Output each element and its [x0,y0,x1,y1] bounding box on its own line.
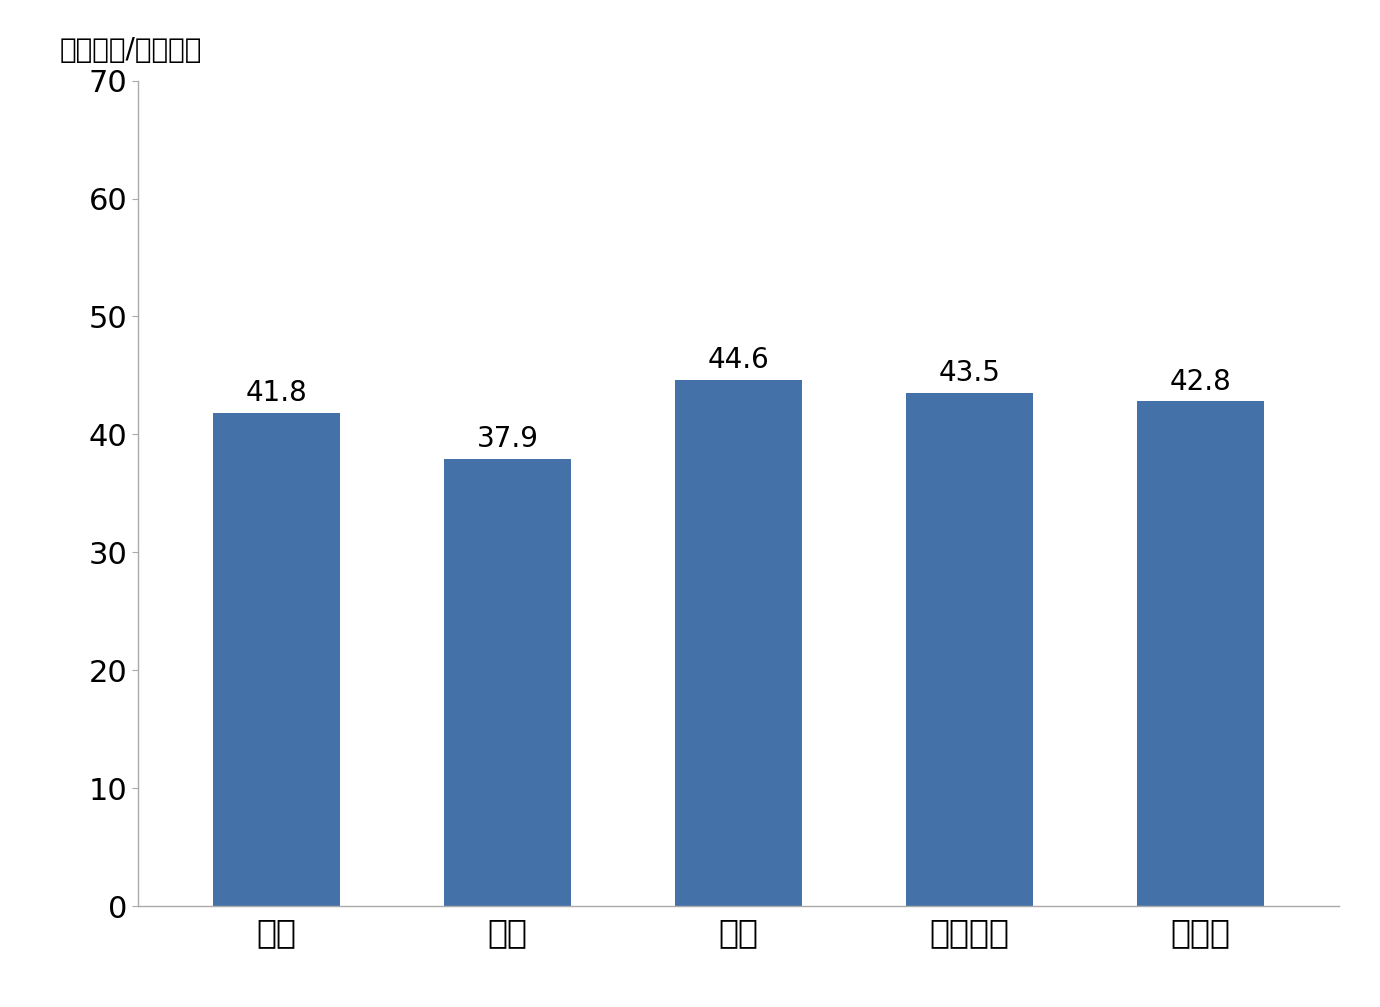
Text: （米ドル/バレル）: （米ドル/バレル） [59,36,203,64]
Text: 42.8: 42.8 [1169,368,1231,396]
Bar [213,413,339,906]
Bar [1137,402,1264,906]
Text: 43.5: 43.5 [938,359,1000,388]
Bar [905,393,1032,906]
Bar [675,381,802,906]
Text: 44.6: 44.6 [708,346,769,375]
Text: 41.8: 41.8 [246,380,308,407]
Text: 37.9: 37.9 [476,425,538,453]
Bar [444,459,571,906]
